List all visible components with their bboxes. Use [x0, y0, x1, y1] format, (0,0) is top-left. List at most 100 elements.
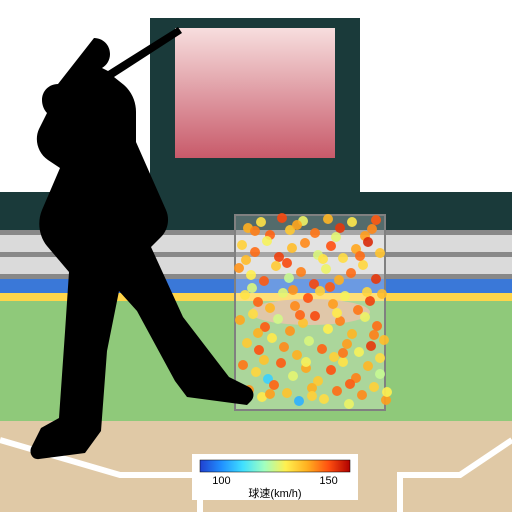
pitch-dot [246, 270, 256, 280]
pitch-dot [242, 338, 252, 348]
pitch-dot [366, 341, 376, 351]
pitch-dot [277, 213, 287, 223]
pitch-dot [267, 333, 277, 343]
pitch-dot [329, 352, 339, 362]
pitch-dot [287, 243, 297, 253]
pitch-dot [317, 344, 327, 354]
pitch-dot [295, 310, 305, 320]
pitch-dot [363, 237, 373, 247]
pitch-dot [265, 389, 275, 399]
pitch-dot [326, 365, 336, 375]
pitch-dot [250, 226, 260, 236]
pitch-dot [340, 291, 350, 301]
pitch-dot [346, 268, 356, 278]
pitch-dot [278, 288, 288, 298]
pitch-dot [375, 248, 385, 258]
pitch-dot [292, 350, 302, 360]
pitch-dot [323, 324, 333, 334]
pitch-dot [276, 358, 286, 368]
pitch-dot [237, 240, 247, 250]
pitch-dot [296, 267, 306, 277]
pitch-location-chart: 100 150 球速(km/h) [0, 0, 512, 512]
pitch-dot [284, 273, 294, 283]
pitch-dot [367, 224, 377, 234]
pitch-dot [247, 283, 257, 293]
pitch-dot [310, 311, 320, 321]
pitch-dot [238, 360, 248, 370]
pitch-dot [282, 388, 292, 398]
pitch-dot [371, 274, 381, 284]
pitch-dot [332, 308, 342, 318]
pitch-dot [254, 345, 264, 355]
legend-tick: 150 [319, 475, 337, 487]
pitch-dot [328, 299, 338, 309]
pitch-dot [300, 238, 310, 248]
pitch-dot [344, 399, 354, 409]
scoreboard-screen [175, 28, 335, 158]
pitch-dot [377, 289, 387, 299]
pitch-dot [371, 215, 381, 225]
pitch-dot [319, 394, 329, 404]
pitch-dot [279, 342, 289, 352]
pitch-dot [253, 297, 263, 307]
pitch-dot [360, 312, 370, 322]
pitch-dot [369, 382, 379, 392]
pitch-dot [375, 353, 385, 363]
pitch-dot [357, 390, 367, 400]
pitch-dot [234, 263, 244, 273]
pitch-dot [265, 303, 275, 313]
pitch-dot [250, 247, 260, 257]
pitch-dot [318, 254, 328, 264]
pitch-dot [342, 339, 352, 349]
pitch-dot [288, 371, 298, 381]
pitch-dot [354, 347, 364, 357]
legend-tick: 100 [212, 475, 230, 487]
pitch-dot [363, 361, 373, 371]
pitch-dot [304, 336, 314, 346]
pitch-dot [315, 286, 325, 296]
pitch-dot [253, 328, 263, 338]
pitch-dot [241, 255, 251, 265]
pitch-dot [355, 251, 365, 261]
pitch-dot [326, 241, 336, 251]
pitch-dot [294, 396, 304, 406]
pitch-dot [273, 314, 283, 324]
pitch-dot [290, 301, 300, 311]
pitch-dot [251, 367, 261, 377]
pitch-dot [347, 217, 357, 227]
pitch-dot [365, 296, 375, 306]
pitch-dot [303, 293, 313, 303]
pitch-dot [307, 391, 317, 401]
pitch-dot [310, 228, 320, 238]
pitch-dot [332, 386, 342, 396]
pitch-dot [338, 357, 348, 367]
pitch-dot [325, 282, 335, 292]
pitch-dot [321, 264, 331, 274]
pitch-dot [282, 258, 292, 268]
pitch-dot [262, 236, 272, 246]
pitch-dot [274, 252, 284, 262]
pitch-dot [338, 253, 348, 263]
pitch-dot [323, 214, 333, 224]
pitch-dot [292, 220, 302, 230]
pitch-dot [271, 261, 281, 271]
pitch-dot [335, 223, 345, 233]
pitch-dot [334, 275, 344, 285]
pitch-dot [369, 330, 379, 340]
pitch-dot [248, 309, 258, 319]
pitch-dot [358, 260, 368, 270]
pitch-dot [345, 379, 355, 389]
pitch-dot [338, 348, 348, 358]
pitch-dot [331, 232, 341, 242]
pitch-dot [285, 326, 295, 336]
pitch-dot [372, 321, 382, 331]
pitch-dot [269, 380, 279, 390]
pitch-dot [362, 287, 372, 297]
pitch-dot [259, 355, 269, 365]
pitch-dot [256, 217, 266, 227]
legend-label: 球速(km/h) [248, 486, 301, 500]
pitch-dot [259, 276, 269, 286]
pitch-dot [288, 285, 298, 295]
pitch-dot [379, 335, 389, 345]
pitch-dot [347, 329, 357, 339]
